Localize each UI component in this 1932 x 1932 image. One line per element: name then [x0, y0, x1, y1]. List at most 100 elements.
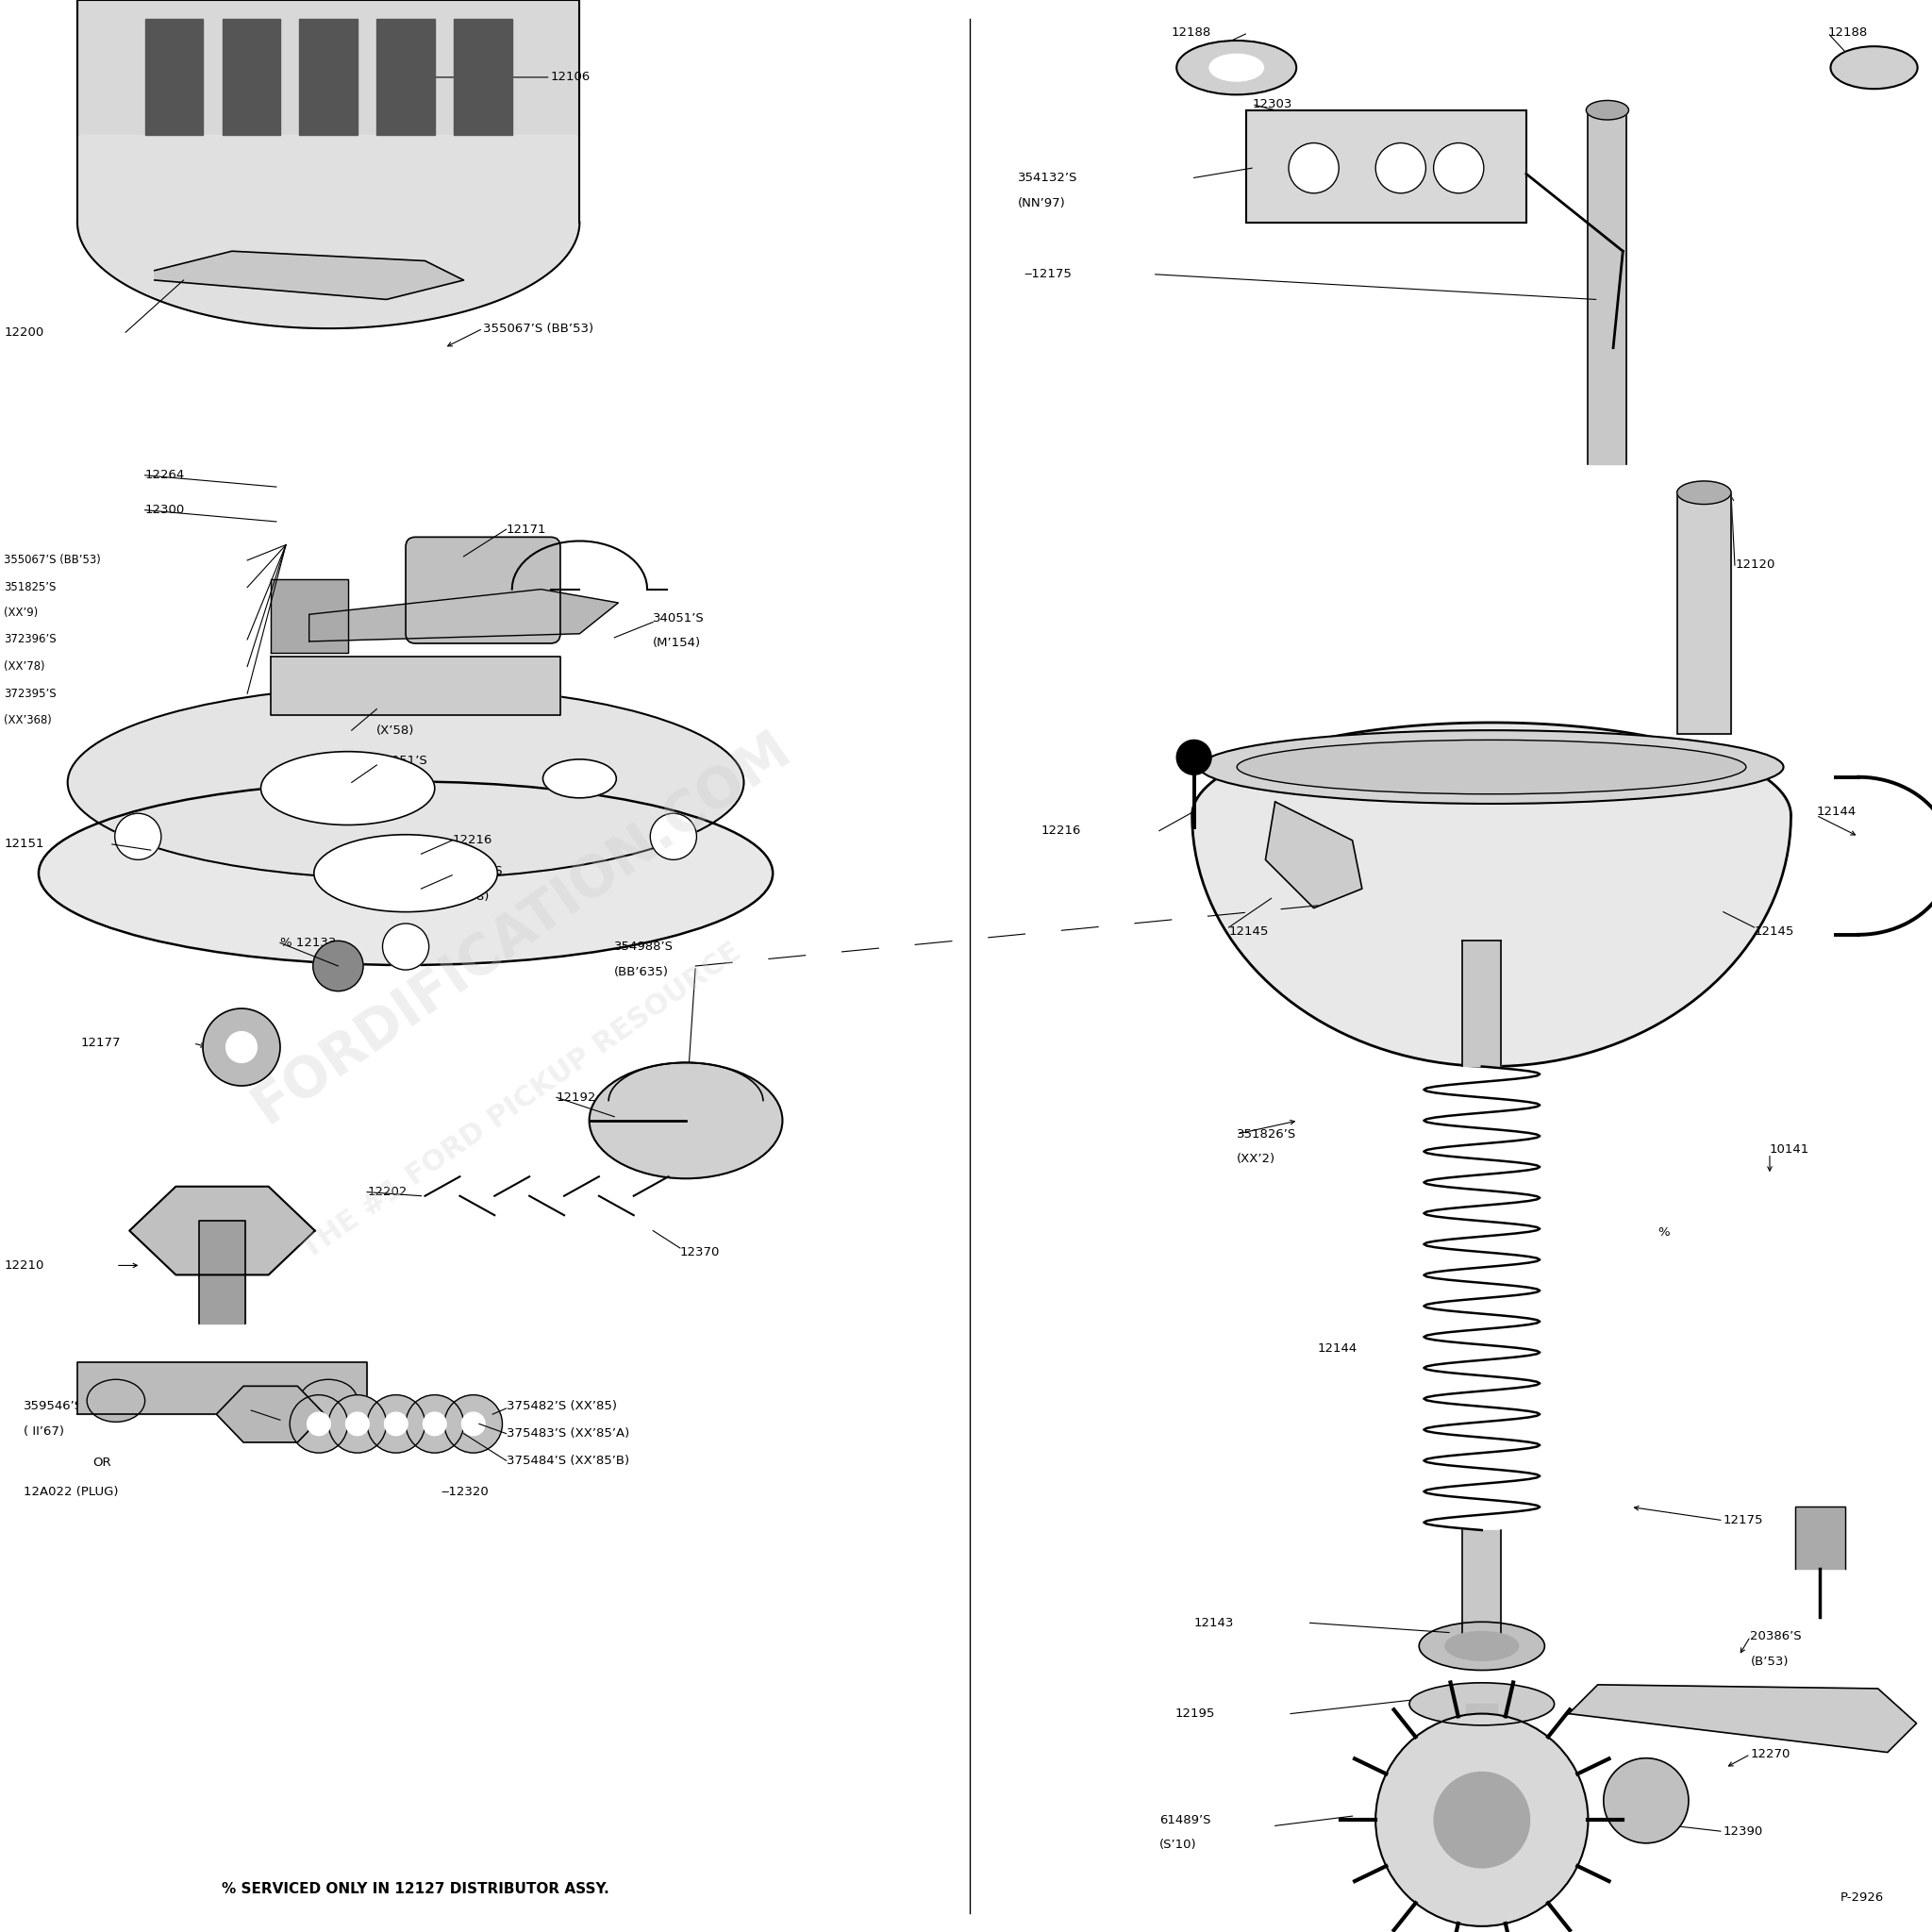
Polygon shape	[1795, 1507, 1845, 1569]
Polygon shape	[1265, 802, 1362, 908]
Text: % SERVICED ONLY IN 12127 DISTRIBUTOR ASSY.: % SERVICED ONLY IN 12127 DISTRIBUTOR ASS…	[222, 1882, 609, 1897]
Text: 34801’S: 34801’S	[452, 866, 504, 877]
Text: 375484’S (XX’85’B): 375484’S (XX’85’B)	[506, 1455, 630, 1466]
Ellipse shape	[1586, 100, 1629, 120]
Text: (X’58): (X’58)	[377, 724, 415, 736]
Text: 12264: 12264	[145, 469, 185, 481]
Text: (X’58): (X’58)	[452, 891, 491, 902]
Bar	[1677, 493, 1731, 734]
Text: 12270: 12270	[1750, 1748, 1791, 1760]
Text: 12106: 12106	[551, 71, 591, 83]
Polygon shape	[129, 1186, 315, 1275]
Text: 375482’S (XX’85): 375482’S (XX’85)	[506, 1401, 616, 1412]
Circle shape	[651, 813, 697, 860]
Polygon shape	[1463, 1530, 1501, 1636]
Polygon shape	[77, 1362, 367, 1414]
Ellipse shape	[68, 686, 744, 879]
Circle shape	[203, 1009, 280, 1086]
Polygon shape	[454, 19, 512, 135]
Polygon shape	[155, 251, 464, 299]
Polygon shape	[77, 135, 580, 328]
Text: 12390: 12390	[1723, 1826, 1764, 1837]
Text: 354132’S: 354132’S	[1018, 172, 1078, 184]
Text: %: %	[1658, 1227, 1669, 1238]
Text: 372395’S: 372395’S	[4, 688, 56, 699]
Bar	[1246, 110, 1526, 222]
Ellipse shape	[261, 752, 435, 825]
Text: (M’154): (M’154)	[377, 781, 425, 792]
Text: 12120: 12120	[1735, 558, 1776, 570]
Polygon shape	[145, 19, 203, 135]
Text: 12171: 12171	[506, 524, 547, 535]
Circle shape	[1177, 740, 1211, 775]
Ellipse shape	[39, 781, 773, 964]
Text: 12216: 12216	[452, 835, 493, 846]
Polygon shape	[309, 589, 618, 641]
Ellipse shape	[1445, 1631, 1519, 1662]
Text: 12188: 12188	[1828, 27, 1868, 39]
Ellipse shape	[1677, 481, 1731, 504]
Ellipse shape	[87, 1379, 145, 1422]
Text: 12195: 12195	[1175, 1708, 1215, 1719]
Circle shape	[1604, 1758, 1689, 1843]
Text: (M’154): (M’154)	[653, 638, 701, 649]
Bar	[1246, 110, 1526, 222]
Text: ‒12320: ‒12320	[440, 1486, 489, 1497]
Text: (NN’97): (NN’97)	[1018, 197, 1066, 209]
Circle shape	[1434, 1772, 1530, 1868]
Text: 12202: 12202	[367, 1186, 408, 1198]
Text: FORDIFICATION.COM: FORDIFICATION.COM	[243, 721, 800, 1134]
Polygon shape	[1588, 110, 1627, 464]
Text: 20386’S: 20386’S	[1750, 1631, 1803, 1642]
Text: (XX’2): (XX’2)	[1236, 1153, 1275, 1165]
Text: 12144: 12144	[1318, 1343, 1358, 1354]
Ellipse shape	[1418, 1623, 1546, 1669]
Text: 12175: 12175	[1723, 1515, 1764, 1526]
Text: (B’53): (B’53)	[1750, 1656, 1789, 1667]
Circle shape	[406, 1395, 464, 1453]
Circle shape	[346, 1412, 369, 1435]
Text: 34051’S: 34051’S	[653, 612, 705, 624]
Circle shape	[114, 813, 160, 860]
Text: 354988’S: 354988’S	[614, 941, 674, 952]
Polygon shape	[377, 19, 435, 135]
Text: (XX’368): (XX’368)	[4, 715, 52, 726]
Text: 12192: 12192	[556, 1092, 597, 1103]
Circle shape	[290, 1395, 348, 1453]
Ellipse shape	[1410, 1683, 1553, 1725]
Text: 375483’S (XX’85’A): 375483’S (XX’85’A)	[506, 1428, 630, 1439]
Text: (XX’9): (XX’9)	[4, 607, 39, 618]
Ellipse shape	[299, 1379, 357, 1422]
Text: ‒12175: ‒12175	[1024, 269, 1072, 280]
Ellipse shape	[1830, 46, 1917, 89]
Circle shape	[444, 1395, 502, 1453]
Text: 12151: 12151	[4, 838, 44, 850]
Ellipse shape	[1209, 54, 1264, 81]
Circle shape	[383, 923, 429, 970]
Circle shape	[226, 1032, 257, 1063]
Polygon shape	[77, 0, 580, 135]
Polygon shape	[1466, 1704, 1497, 1762]
Text: 12210: 12210	[4, 1260, 44, 1271]
Text: 12A022 (PLUG): 12A022 (PLUG)	[23, 1486, 118, 1497]
Circle shape	[462, 1412, 485, 1435]
Text: 12303: 12303	[1252, 99, 1293, 110]
Text: 351825’S: 351825’S	[4, 582, 56, 593]
Ellipse shape	[1200, 730, 1783, 804]
Text: % 12133: % 12133	[280, 937, 336, 949]
Polygon shape	[222, 19, 280, 135]
Circle shape	[1434, 143, 1484, 193]
Text: 12370: 12370	[680, 1246, 721, 1258]
Circle shape	[313, 941, 363, 991]
Polygon shape	[216, 1385, 325, 1443]
Text: (BB’635): (BB’635)	[614, 966, 668, 978]
Circle shape	[423, 1412, 446, 1435]
Polygon shape	[270, 657, 560, 715]
Text: 12300: 12300	[145, 504, 185, 516]
Text: 355067’S (BB’53): 355067’S (BB’53)	[483, 323, 593, 334]
Text: THE #1 FORD PICKUP RESOURCE: THE #1 FORD PICKUP RESOURCE	[298, 939, 746, 1264]
Text: 12177: 12177	[81, 1037, 122, 1049]
Circle shape	[1376, 143, 1426, 193]
Text: 10141: 10141	[1770, 1144, 1810, 1155]
Text: 12143: 12143	[1194, 1617, 1235, 1629]
